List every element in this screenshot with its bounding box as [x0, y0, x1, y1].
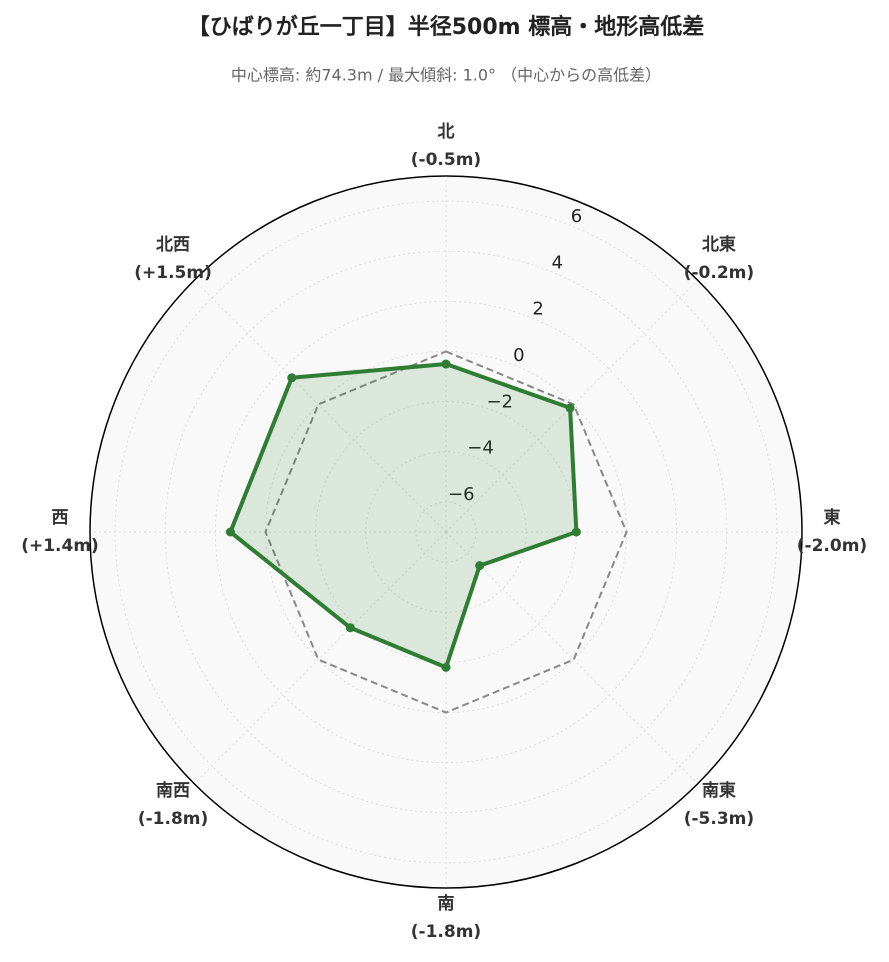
- category-label: 南東: [702, 780, 736, 801]
- data-point: [565, 403, 575, 413]
- category-label: 東: [824, 507, 841, 528]
- outer-circle: [89, 175, 803, 889]
- value-label: (+1.4m): [21, 536, 99, 556]
- chart-subtitle: 中心標高: 約74.3m / 最大傾斜: 1.0° （中心からの高低差）: [231, 66, 661, 85]
- r-tick-label: 2: [532, 299, 543, 320]
- grid-circle: [415, 501, 477, 563]
- category-label: 西: [52, 508, 69, 528]
- value-label: (+1.5m): [134, 263, 212, 283]
- data-point: [571, 527, 581, 537]
- value-label: (-0.2m): [684, 263, 754, 283]
- r-tick-label: 6: [571, 206, 582, 227]
- value-label: (-0.5m): [411, 150, 481, 170]
- value-label: (-5.3m): [684, 809, 754, 829]
- spoke: [193, 279, 447, 533]
- category-label: 北西: [156, 235, 190, 255]
- data-point: [287, 373, 297, 383]
- category-label: 南西: [156, 780, 190, 801]
- grid-circle: [365, 451, 527, 613]
- r-tick-label: 4: [552, 252, 563, 273]
- category-label: 北東: [702, 234, 736, 255]
- data-point: [345, 623, 355, 633]
- r-tick-label: −4: [467, 438, 494, 459]
- grid-circle: [114, 200, 778, 864]
- category-label: 南: [438, 893, 455, 914]
- value-label: (-1.8m): [138, 809, 208, 829]
- category-label: 北: [438, 122, 455, 142]
- chart-title: 【ひばりが丘一丁目】半径500m 標高・地形高低差: [188, 14, 705, 40]
- data-point: [475, 561, 485, 571]
- value-label: (-2.0m): [797, 536, 867, 556]
- r-tick-label: 0: [513, 345, 524, 366]
- r-tick-label: −6: [448, 484, 475, 505]
- data-point: [441, 662, 451, 672]
- value-label: (-1.8m): [411, 922, 481, 942]
- zero-line: [264, 350, 628, 714]
- grid-circle: [164, 250, 728, 814]
- grid-circle: [214, 300, 678, 764]
- spoke: [445, 279, 699, 533]
- data-point: [225, 527, 235, 537]
- spoke: [445, 531, 699, 785]
- data-point: [441, 359, 451, 369]
- spoke: [193, 531, 447, 785]
- r-tick-label: −2: [486, 391, 513, 412]
